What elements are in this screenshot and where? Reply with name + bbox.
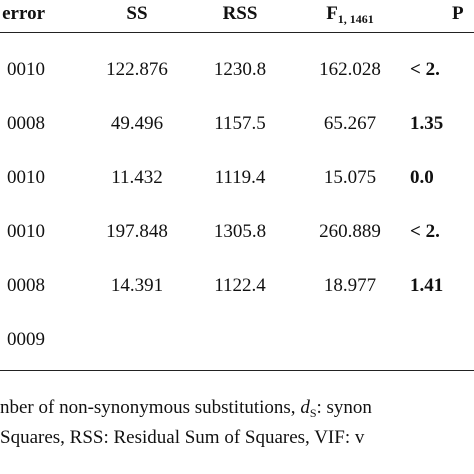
- table-cell: 1230.8: [213, 59, 267, 80]
- table-cell: 0008: [7, 113, 45, 134]
- table-cell: 1305.8: [213, 221, 267, 242]
- table-cell: 18.977: [323, 275, 377, 296]
- header-cell: error: [2, 3, 45, 25]
- header-cell: SS: [126, 3, 147, 25]
- footnote-text: Squares, RSS: Residual Sum of Squares, V…: [0, 427, 365, 448]
- table-cell: 0.0: [410, 167, 434, 188]
- table-cell: < 2.: [410, 59, 440, 80]
- table-cell: 15.075: [323, 167, 377, 188]
- table-cell: 14.391: [110, 275, 164, 296]
- table-cell: 0010: [7, 167, 45, 188]
- table-cell: < 2.: [410, 221, 440, 242]
- footnote-subscript: S: [309, 406, 317, 420]
- footnote-line: nber of non-synonymous substitutions, dS…: [0, 397, 372, 424]
- header-text: SS: [126, 3, 148, 24]
- header-cell: F1, 1461: [326, 3, 374, 30]
- table-cell: 0010: [7, 59, 45, 80]
- table-cell: 11.432: [111, 167, 163, 188]
- table-cell: 0008: [7, 275, 45, 296]
- table-cell: 1.35: [410, 113, 444, 134]
- header-text: error: [2, 3, 45, 24]
- table-cell: 1157.5: [214, 113, 266, 134]
- footnote-text: : synon: [316, 397, 372, 418]
- table-cell: 1119.4: [214, 167, 266, 188]
- table-cell: 122.876: [106, 59, 168, 80]
- footnote-symbol: d: [300, 397, 310, 418]
- table-cell: 65.267: [323, 113, 377, 134]
- table-cell: 1.41: [410, 275, 444, 296]
- header-text: F: [326, 3, 338, 24]
- header-text: P: [452, 3, 464, 24]
- header-cell: P: [452, 3, 464, 25]
- table-cell: 197.848: [106, 221, 168, 242]
- table-cell: 162.028: [319, 59, 381, 80]
- table-cell: 0009: [7, 329, 45, 350]
- header-subscript: 1, 1461: [337, 12, 374, 26]
- table-cell: 260.889: [319, 221, 381, 242]
- table-cell: 0010: [7, 221, 45, 242]
- table-cell: 1122.4: [214, 275, 266, 296]
- footnote-text: nber of non-synonymous substitutions,: [0, 397, 301, 418]
- header-text: RSS: [222, 3, 258, 24]
- header-cell: RSS: [223, 3, 258, 25]
- footnote-line: Squares, RSS: Residual Sum of Squares, V…: [0, 427, 364, 449]
- bottom-rule: [0, 370, 474, 371]
- header-rule: [0, 32, 474, 33]
- table-cell: 49.496: [110, 113, 164, 134]
